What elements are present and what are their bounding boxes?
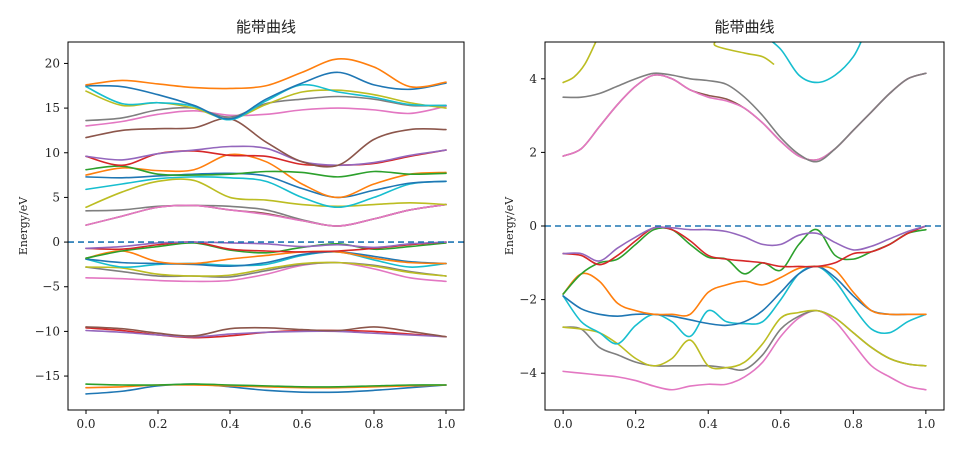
band-series-11 [85,251,447,268]
band-series-20 [85,176,447,209]
band-series-9 [85,261,447,277]
y-tick-label: 2 [529,145,537,159]
band-series-16 [85,203,447,227]
band-series-3 [562,309,927,370]
y-tick-label: 0 [529,219,537,233]
band-series-25 [85,145,447,167]
band-series-24 [85,149,447,167]
band-series-5 [85,329,447,338]
band-series-15 [85,241,447,250]
band-series-31 [85,71,447,120]
y-tick-label: −15 [35,369,60,383]
x-tick-label: 0.2 [626,417,645,431]
band-series-1 [562,309,927,391]
band-series-30 [85,83,447,121]
y-tick-label: −4 [519,366,537,380]
band-series-7 [562,227,927,295]
band-series-18 [85,203,447,227]
y-tick-label: −2 [519,293,537,307]
band-series-12 [562,72,927,163]
band-series-13 [85,242,447,259]
band-series-5 [562,265,927,327]
left-axes: 0.0 0.2 0.4 0.6 0.8 1.0 −15 −10 −5 0 5 10 15 20 能带曲线 En… [17,18,465,431]
y-axis-label: Energy/eV [503,196,516,255]
band-series-14 [771,42,862,84]
band-lines [85,58,447,395]
band-series-26 [85,117,447,168]
band-series-3 [85,383,447,388]
band-series-22 [85,153,447,199]
band-series-32 [85,58,447,90]
band-series-9 [562,225,927,262]
band-series-13 [562,42,775,84]
band-series-27 [85,105,447,127]
band-series-4 [562,265,927,345]
x-tick-label: 0.0 [554,417,573,431]
y-tick-label: 5 [52,190,60,204]
y-tick-label: 10 [45,146,60,160]
band-series-6 [85,326,447,338]
band-series-1 [85,383,447,395]
x-tick-label: 0.8 [364,417,383,431]
band-series-28 [85,95,447,122]
band-series-10 [85,250,447,269]
band-series-6 [562,265,927,317]
band-series-7 [85,261,447,283]
right-axes: 0.0 0.2 0.4 0.6 0.8 1.0 −4 −2 0 2 4 能带曲线 Energy/eV [503,18,945,431]
chart-title: 能带曲线 [236,18,296,36]
y-tick-label: −5 [42,280,60,294]
band-series-8 [85,261,447,278]
band-series-19 [85,178,447,209]
x-tick-label: 0.4 [220,417,239,431]
band-series-8 [562,225,927,268]
y-axis-label: Energy/eV [17,196,30,255]
x-tick-label: 1.0 [436,417,455,431]
x-tick-label: 0.6 [292,417,311,431]
chart-title: 能带曲线 [714,18,774,36]
x-tick-label: 0.0 [76,417,95,431]
band-lines [562,42,927,391]
band-series-21 [85,172,447,199]
band-series-12 [85,250,447,265]
x-tick-label: 0.4 [699,417,718,431]
band-series-23 [85,165,447,178]
y-tick-label: 15 [45,101,60,115]
y-tick-label: −10 [35,324,60,338]
y-tick-label: 20 [45,56,60,70]
x-tick-label: 1.0 [916,417,935,431]
y-tick-label: 4 [529,72,537,86]
x-tick-label: 0.2 [148,417,167,431]
x-tick-label: 0.8 [844,417,863,431]
y-tick-label: 0 [52,235,60,249]
axes-frame [67,41,465,411]
x-tick-label: 0.6 [771,417,790,431]
